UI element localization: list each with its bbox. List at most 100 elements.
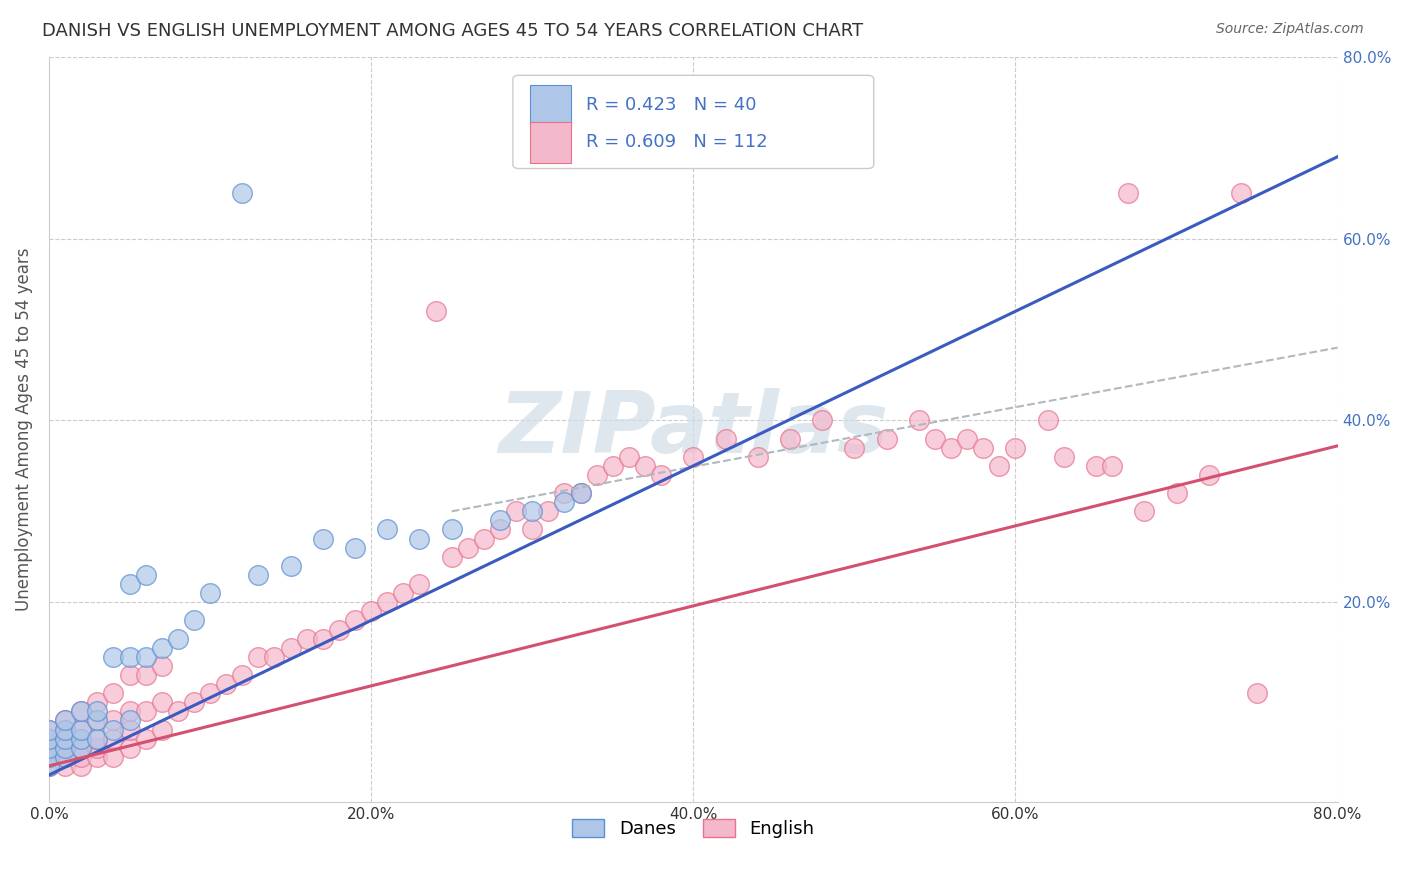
Point [38,749,60,764]
Point [38,731,60,746]
Point [150,640,173,655]
Point [135,731,157,746]
Point [86,740,108,755]
Point [1053,450,1076,464]
Point [70,740,93,755]
Point [53,731,76,746]
Text: DANISH VS ENGLISH UNEMPLOYMENT AMONG AGES 45 TO 54 YEARS CORRELATION CHART: DANISH VS ENGLISH UNEMPLOYMENT AMONG AGE… [42,22,863,40]
Point [811,413,834,427]
Point [53,731,76,746]
Point [522,523,544,537]
Point [1246,686,1268,700]
Point [118,704,141,718]
Point [231,186,253,200]
Point [70,740,93,755]
Point [70,731,93,746]
Point [344,614,367,628]
Point [1230,186,1253,200]
Text: Source: ZipAtlas.com: Source: ZipAtlas.com [1216,22,1364,37]
Point [553,486,575,500]
Point [231,668,253,682]
Point [38,731,60,746]
Point [198,586,221,600]
Point [457,541,479,555]
Point [375,523,398,537]
Point [247,568,270,582]
Point [682,450,704,464]
Point [183,695,205,709]
Point [53,723,76,737]
Point [118,740,141,755]
Point [634,458,657,473]
Point [215,677,238,691]
Point [489,523,512,537]
Point [472,532,495,546]
Point [86,714,108,728]
Point [103,649,125,664]
Point [908,413,931,427]
Point [38,740,60,755]
Point [86,695,108,709]
Point [1133,504,1156,518]
Point [1036,413,1059,427]
Point [1085,458,1108,473]
FancyBboxPatch shape [530,122,571,163]
Point [70,704,93,718]
Point [295,632,318,646]
Text: R = 0.423   N = 40: R = 0.423 N = 40 [586,96,756,114]
Point [585,467,607,482]
Point [86,731,108,746]
Point [198,686,221,700]
Point [876,432,898,446]
FancyBboxPatch shape [530,85,571,126]
Point [569,486,592,500]
Point [118,649,141,664]
Point [956,432,979,446]
Point [440,523,463,537]
Point [328,623,350,637]
Point [602,458,624,473]
Point [312,632,335,646]
Point [280,640,302,655]
Point [38,749,60,764]
Point [38,759,60,773]
Point [103,731,125,746]
Point [714,432,737,446]
Point [86,704,108,718]
Point [53,740,76,755]
Point [118,723,141,737]
Point [135,704,157,718]
Point [118,577,141,591]
Point [375,595,398,609]
Point [440,549,463,564]
Point [489,513,512,527]
Point [344,541,367,555]
Text: ZIPatlas: ZIPatlas [498,388,889,471]
Point [38,759,60,773]
Point [650,467,672,482]
Point [844,441,866,455]
Point [86,714,108,728]
Point [70,723,93,737]
Point [53,759,76,773]
Point [280,558,302,573]
Point [103,686,125,700]
Point [150,695,173,709]
Point [70,704,93,718]
Point [53,749,76,764]
Point [103,714,125,728]
Point [1004,441,1026,455]
Point [70,723,93,737]
Point [53,714,76,728]
Point [617,450,640,464]
Point [939,441,962,455]
FancyBboxPatch shape [513,75,873,169]
Point [166,704,188,718]
Point [505,504,527,518]
Point [537,504,560,518]
Point [1101,458,1123,473]
Text: R = 0.609   N = 112: R = 0.609 N = 112 [586,134,768,152]
Point [150,659,173,673]
Point [360,604,382,618]
Point [70,749,93,764]
